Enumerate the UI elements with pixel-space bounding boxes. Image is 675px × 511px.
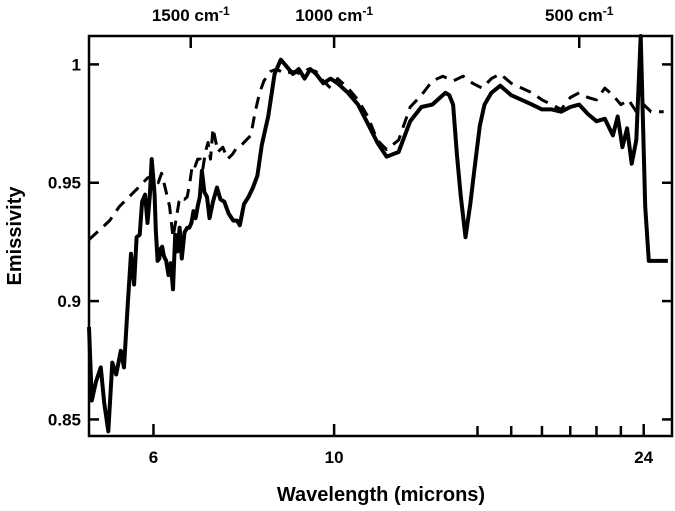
top-tick-label: 1500 cm-1 [152,4,230,25]
top-tick-label: 500 cm-1 [545,4,614,25]
x-tick-label: 6 [149,448,158,467]
top-tick-label-sup: -1 [362,4,373,18]
y-tick-label: 0.85 [48,410,81,429]
plot-frame [87,34,674,438]
y-tick-label: 0.9 [57,292,81,311]
top-tick-label-text: 1000 cm [295,6,362,25]
x-tick-label: 24 [634,448,653,467]
top-tick-label-text: 500 cm [545,6,603,25]
dashed-series-line [87,67,664,241]
top-tick-label: 1000 cm-1 [295,4,373,25]
y-tick-label: 1 [72,55,81,74]
top-tick-label-sup: -1 [603,4,614,18]
x-axis-title: Wavelength (microns) [277,484,485,506]
solid-series-line [87,34,668,434]
y-tick-label: 0.95 [48,174,81,193]
top-tick-label-text: 1500 cm [152,6,219,25]
series-layer [87,34,668,434]
top-tick-label-sup: -1 [219,4,230,18]
y-axis-title: Emissivity [4,186,26,286]
x-tick-label: 10 [325,448,344,467]
